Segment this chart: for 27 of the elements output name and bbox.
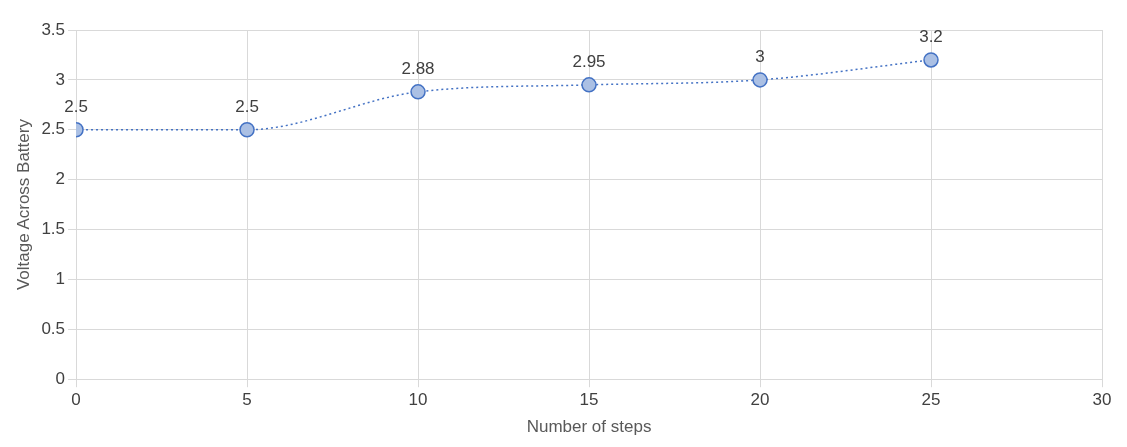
x-tick-label: 20 (750, 390, 770, 410)
x-tick-label: 30 (1092, 390, 1112, 410)
x-tick-label: 0 (71, 390, 81, 410)
point (923, 52, 939, 68)
data-label: 3 (755, 47, 765, 67)
point (239, 122, 255, 138)
y-tick-label: 3.5 (41, 19, 66, 39)
data-label: 3.2 (919, 27, 943, 47)
point (410, 84, 426, 100)
y-tick-label: 0.5 (41, 319, 66, 338)
y-tick-label: 2 (55, 169, 66, 189)
data-label: 2.95 (572, 52, 606, 72)
point (581, 77, 597, 93)
point (752, 72, 768, 88)
y-tick-label: 2.5 (41, 119, 66, 139)
data-label: 2.88 (401, 59, 435, 79)
y-tick-label: 0 (55, 368, 66, 388)
y-axis-title: Voltage Across Battery (13, 118, 33, 291)
x-tick-label: 15 (579, 390, 599, 410)
x-tick-label: 5 (242, 390, 252, 410)
x-axis-title: Number of steps (526, 417, 652, 437)
x-tick-label: 25 (921, 390, 941, 410)
y-tick-label: 3 (55, 69, 66, 89)
x-tick-label: 10 (408, 390, 428, 410)
y-tick-label: 1.5 (41, 219, 66, 239)
data-label: 2.5 (235, 96, 259, 116)
y-tick-label: 1 (55, 269, 66, 289)
